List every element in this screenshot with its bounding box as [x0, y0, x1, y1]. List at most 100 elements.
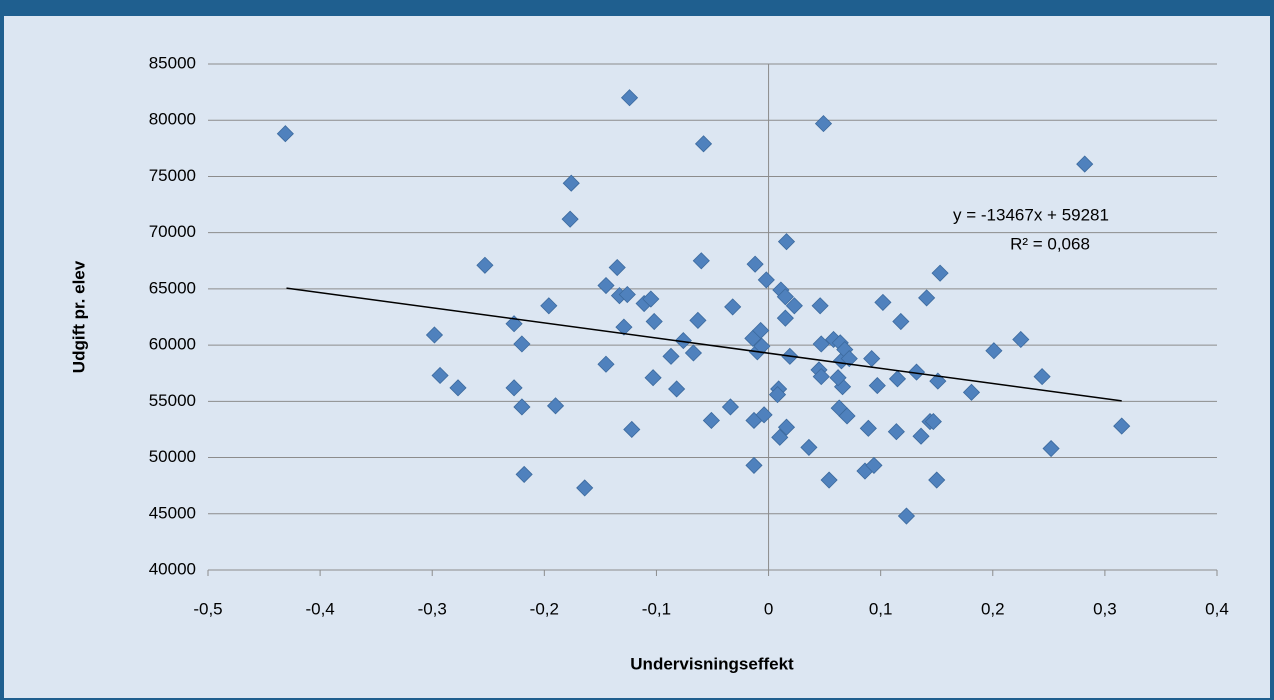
data-point — [776, 309, 794, 327]
data-point — [771, 428, 789, 446]
x-tick-label: -0,4 — [305, 599, 334, 618]
data-point — [820, 471, 838, 489]
data-point — [724, 298, 742, 316]
x-tick-label: -0,5 — [193, 599, 222, 618]
data-point — [928, 471, 946, 489]
data-point — [777, 233, 796, 251]
data-point — [931, 264, 949, 282]
data-point — [449, 379, 467, 397]
data-point — [425, 326, 444, 344]
y-tick-label: 50000 — [149, 447, 196, 466]
data-point — [702, 411, 720, 430]
x-tick-label: 0,1 — [869, 599, 893, 618]
data-point — [962, 383, 981, 401]
data-point — [431, 366, 449, 385]
data-point — [620, 89, 639, 107]
data-point — [513, 335, 531, 353]
data-point — [887, 423, 905, 441]
data-point — [768, 386, 787, 404]
data-point — [863, 350, 881, 368]
data-point — [513, 398, 531, 416]
data-point — [597, 276, 615, 295]
data-point — [618, 285, 636, 304]
y-axis-title: Udgift pr. elev — [69, 260, 88, 373]
x-tick-label: -0,2 — [530, 599, 559, 618]
data-point — [776, 288, 794, 306]
data-point — [897, 507, 916, 525]
data-point — [800, 438, 818, 457]
data-point — [623, 420, 641, 439]
x-tick-label: 0,4 — [1205, 599, 1229, 618]
data-point — [645, 312, 663, 331]
data-point — [662, 347, 680, 365]
data-point — [829, 369, 847, 387]
data-point — [812, 335, 830, 353]
data-point — [753, 337, 771, 355]
y-tick-label: 70000 — [149, 222, 196, 241]
data-point — [746, 255, 764, 273]
x-tick-label: 0 — [764, 599, 773, 618]
data-point — [745, 456, 763, 474]
data-point — [757, 271, 775, 289]
data-point — [694, 135, 713, 153]
data-point — [907, 363, 926, 381]
data-point — [785, 297, 803, 315]
data-point — [476, 256, 494, 274]
y-tick-label: 85000 — [149, 53, 196, 72]
data-point — [505, 379, 523, 397]
data-point — [608, 258, 626, 277]
data-point — [1042, 439, 1060, 458]
data-point — [874, 293, 892, 311]
data-point — [888, 370, 907, 388]
data-point — [668, 380, 686, 398]
y-tick-label: 40000 — [149, 559, 196, 578]
data-point — [985, 342, 1003, 360]
data-point — [1012, 330, 1030, 349]
data-point — [1076, 155, 1094, 173]
data-point — [615, 318, 633, 336]
data-point — [814, 115, 833, 133]
data-point — [721, 398, 740, 416]
x-tick-label: -0,1 — [642, 599, 671, 618]
trendline — [286, 287, 1122, 402]
data-point — [674, 332, 692, 350]
data-point — [777, 418, 796, 436]
x-tick-label: 0,2 — [981, 599, 1005, 618]
data-point — [865, 456, 883, 474]
data-point — [562, 174, 580, 192]
r-squared: R² = 0,068 — [1010, 234, 1090, 253]
data-point — [859, 419, 877, 437]
data-point — [644, 369, 662, 387]
data-point — [642, 290, 660, 308]
trendline-equation: y = -13467x + 59281 — [953, 205, 1109, 224]
data-point — [515, 465, 533, 483]
data-point — [597, 355, 615, 373]
data-point — [924, 413, 942, 431]
data-point — [684, 344, 703, 362]
data-point — [561, 210, 579, 228]
y-tick-label: 60000 — [149, 335, 196, 354]
data-point — [576, 479, 594, 497]
x-axis-title: Undervisningseffekt — [630, 654, 794, 673]
data-point — [755, 406, 773, 424]
y-tick-label: 80000 — [149, 110, 196, 129]
data-point — [692, 252, 710, 270]
data-point — [689, 311, 707, 329]
data-point — [276, 125, 294, 143]
data-point — [840, 350, 858, 368]
data-point — [812, 368, 830, 386]
x-tick-label: 0,3 — [1093, 599, 1117, 618]
data-point — [918, 289, 936, 307]
data-point — [811, 297, 829, 315]
data-point — [752, 321, 770, 340]
data-point — [546, 397, 565, 415]
y-tick-label: 45000 — [149, 503, 196, 522]
y-tick-label: 75000 — [149, 166, 196, 185]
data-point — [540, 297, 558, 315]
data-point — [838, 407, 856, 425]
y-tick-label: 65000 — [149, 278, 196, 297]
data-point — [868, 377, 886, 395]
header-bar — [4, 0, 1270, 16]
